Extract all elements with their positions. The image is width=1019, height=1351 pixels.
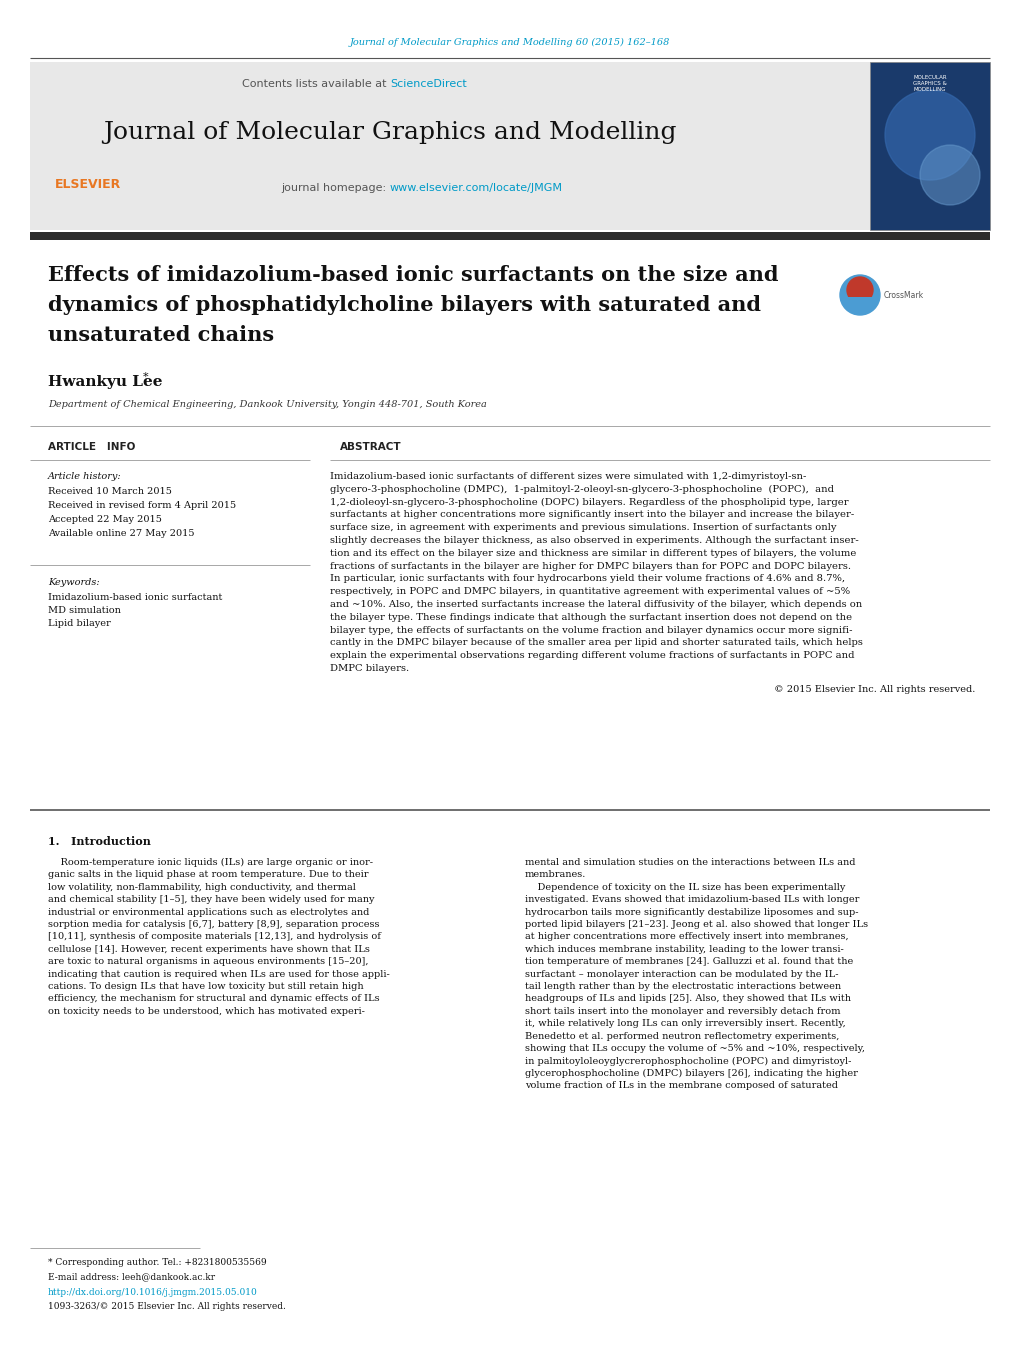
Text: short tails insert into the monolayer and reversibly detach from: short tails insert into the monolayer an… — [525, 1006, 840, 1016]
Text: * Corresponding author. Tel.: +8231800535569: * Corresponding author. Tel.: +823180053… — [48, 1258, 266, 1267]
Text: surfactant – monolayer interaction can be modulated by the IL-: surfactant – monolayer interaction can b… — [525, 970, 838, 978]
Text: DMPC bilayers.: DMPC bilayers. — [330, 663, 409, 673]
Text: Imidazolium-based ionic surfactant: Imidazolium-based ionic surfactant — [48, 593, 222, 603]
Text: mental and simulation studies on the interactions between ILs and: mental and simulation studies on the int… — [525, 858, 855, 867]
Bar — [30, 232, 989, 240]
Circle shape — [846, 277, 872, 303]
Text: CrossMark: CrossMark — [883, 290, 923, 300]
Text: sorption media for catalysis [6,7], battery [8,9], separation process: sorption media for catalysis [6,7], batt… — [48, 920, 379, 929]
Text: respectively, in POPC and DMPC bilayers, in quantitative agreement with experime: respectively, in POPC and DMPC bilayers,… — [330, 588, 849, 596]
Text: on toxicity needs to be understood, which has motivated experi-: on toxicity needs to be understood, whic… — [48, 1006, 365, 1016]
Text: Keywords:: Keywords: — [48, 578, 100, 586]
Text: the bilayer type. These findings indicate that although the surfactant insertion: the bilayer type. These findings indicat… — [330, 613, 851, 621]
Text: Effects of imidazolium-based ionic surfactants on the size and: Effects of imidazolium-based ionic surfa… — [48, 265, 777, 285]
Text: www.elsevier.com/locate/JMGM: www.elsevier.com/locate/JMGM — [389, 182, 562, 193]
Text: Dependence of toxicity on the IL size has been experimentally: Dependence of toxicity on the IL size ha… — [525, 882, 845, 892]
Text: Department of Chemical Engineering, Dankook University, Yongin 448-701, South Ko: Department of Chemical Engineering, Dank… — [48, 400, 486, 409]
Text: low volatility, non-flammability, high conductivity, and thermal: low volatility, non-flammability, high c… — [48, 882, 356, 892]
Text: are toxic to natural organisms in aqueous environments [15–20],: are toxic to natural organisms in aqueou… — [48, 958, 368, 966]
Text: glycero-3-phosphocholine (DMPC),  1-palmitoyl-2-oleoyl-sn-glycero-3-phosphocholi: glycero-3-phosphocholine (DMPC), 1-palmi… — [330, 485, 834, 494]
Text: ELSEVIER: ELSEVIER — [55, 178, 121, 192]
Text: membranes.: membranes. — [525, 870, 586, 880]
Text: hydrocarbon tails more significantly destabilize liposomes and sup-: hydrocarbon tails more significantly des… — [525, 908, 858, 916]
Text: cations. To design ILs that have low toxicity but still retain high: cations. To design ILs that have low tox… — [48, 982, 363, 992]
Text: tion temperature of membranes [24]. Galluzzi et al. found that the: tion temperature of membranes [24]. Gall… — [525, 958, 853, 966]
Text: Available online 27 May 2015: Available online 27 May 2015 — [48, 530, 195, 538]
Text: dynamics of phosphatidylcholine bilayers with saturated and: dynamics of phosphatidylcholine bilayers… — [48, 295, 760, 315]
Text: ARTICLE   INFO: ARTICLE INFO — [48, 442, 136, 453]
Text: http://dx.doi.org/10.1016/j.jmgm.2015.05.010: http://dx.doi.org/10.1016/j.jmgm.2015.05… — [48, 1288, 258, 1297]
Text: ported lipid bilayers [21–23]. Jeong et al. also showed that longer ILs: ported lipid bilayers [21–23]. Jeong et … — [525, 920, 867, 929]
Text: 1.   Introduction: 1. Introduction — [48, 836, 151, 847]
Text: Imidazolium-based ionic surfactants of different sizes were simulated with 1,2-d: Imidazolium-based ionic surfactants of d… — [330, 471, 806, 481]
Text: 1093-3263/© 2015 Elsevier Inc. All rights reserved.: 1093-3263/© 2015 Elsevier Inc. All right… — [48, 1302, 285, 1310]
Bar — [869, 62, 989, 230]
Text: [10,11], synthesis of composite materials [12,13], and hydrolysis of: [10,11], synthesis of composite material… — [48, 932, 380, 942]
Text: 1,2-dioleoyl-sn-glycero-3-phosphocholine (DOPC) bilayers. Regardless of the phos: 1,2-dioleoyl-sn-glycero-3-phosphocholine… — [330, 497, 848, 507]
Text: ABSTRACT: ABSTRACT — [339, 442, 401, 453]
Circle shape — [840, 276, 879, 315]
Text: headgroups of ILs and lipids [25]. Also, they showed that ILs with: headgroups of ILs and lipids [25]. Also,… — [525, 994, 850, 1004]
Text: Journal of Molecular Graphics and Modelling 60 (2015) 162–168: Journal of Molecular Graphics and Modell… — [350, 38, 669, 46]
Text: MD simulation: MD simulation — [48, 607, 121, 615]
Text: cantly in the DMPC bilayer because of the smaller area per lipid and shorter sat: cantly in the DMPC bilayer because of th… — [330, 639, 862, 647]
Text: industrial or environmental applications such as electrolytes and: industrial or environmental applications… — [48, 908, 369, 916]
Text: tion and its effect on the bilayer size and thickness are similar in different t: tion and its effect on the bilayer size … — [330, 549, 856, 558]
Text: it, while relatively long ILs can only irreversibly insert. Recently,: it, while relatively long ILs can only i… — [525, 1019, 845, 1028]
Text: showing that ILs occupy the volume of ~5% and ~10%, respectively,: showing that ILs occupy the volume of ~5… — [525, 1044, 864, 1052]
Text: Accepted 22 May 2015: Accepted 22 May 2015 — [48, 515, 162, 524]
Text: tail length rather than by the electrostatic interactions between: tail length rather than by the electrost… — [525, 982, 841, 992]
Text: Article history:: Article history: — [48, 471, 121, 481]
Text: glycerophosphocholine (DMPC) bilayers [26], indicating the higher: glycerophosphocholine (DMPC) bilayers [2… — [525, 1069, 857, 1078]
Text: Received in revised form 4 April 2015: Received in revised form 4 April 2015 — [48, 501, 235, 509]
Text: bilayer type, the effects of surfactants on the volume fraction and bilayer dyna: bilayer type, the effects of surfactants… — [330, 626, 852, 635]
Text: and chemical stability [1–5], they have been widely used for many: and chemical stability [1–5], they have … — [48, 896, 374, 904]
Text: MOLECULAR
GRAPHICS &
MODELLING: MOLECULAR GRAPHICS & MODELLING — [912, 76, 946, 92]
Text: indicating that caution is required when ILs are used for those appli-: indicating that caution is required when… — [48, 970, 389, 978]
Text: *: * — [143, 372, 149, 382]
Text: Benedetto et al. performed neutron reflectometry experiments,: Benedetto et al. performed neutron refle… — [525, 1032, 839, 1040]
Text: © 2015 Elsevier Inc. All rights reserved.: © 2015 Elsevier Inc. All rights reserved… — [772, 685, 974, 694]
Text: journal homepage:: journal homepage: — [281, 182, 389, 193]
Text: at higher concentrations more effectively insert into membranes,: at higher concentrations more effectivel… — [525, 932, 848, 942]
Text: volume fraction of ILs in the membrane composed of saturated: volume fraction of ILs in the membrane c… — [525, 1081, 838, 1090]
Text: fractions of surfactants in the bilayer are higher for DMPC bilayers than for PO: fractions of surfactants in the bilayer … — [330, 562, 850, 570]
Text: Contents lists available at: Contents lists available at — [242, 78, 389, 89]
Text: Received 10 March 2015: Received 10 March 2015 — [48, 486, 172, 496]
Bar — [30, 62, 989, 230]
Bar — [846, 297, 872, 311]
Text: which induces membrane instability, leading to the lower transi-: which induces membrane instability, lead… — [525, 944, 843, 954]
Text: efficiency, the mechanism for structural and dynamic effects of ILs: efficiency, the mechanism for structural… — [48, 994, 379, 1004]
Text: ganic salts in the liquid phase at room temperature. Due to their: ganic salts in the liquid phase at room … — [48, 870, 368, 880]
Circle shape — [919, 145, 979, 205]
Text: and ~10%. Also, the inserted surfactants increase the lateral diffusivity of the: and ~10%. Also, the inserted surfactants… — [330, 600, 861, 609]
Text: explain the experimental observations regarding different volume fractions of su: explain the experimental observations re… — [330, 651, 854, 661]
Text: Hwankyu Lee: Hwankyu Lee — [48, 376, 162, 389]
Text: investigated. Evans showed that imidazolium-based ILs with longer: investigated. Evans showed that imidazol… — [525, 896, 859, 904]
Text: unsaturated chains: unsaturated chains — [48, 326, 274, 345]
Text: slightly decreases the bilayer thickness, as also observed in experiments. Altho: slightly decreases the bilayer thickness… — [330, 536, 858, 544]
Text: In particular, ionic surfactants with four hydrocarbons yield their volume fract: In particular, ionic surfactants with fo… — [330, 574, 845, 584]
Text: Journal of Molecular Graphics and Modelling: Journal of Molecular Graphics and Modell… — [103, 122, 676, 145]
Text: Room-temperature ionic liquids (ILs) are large organic or inor-: Room-temperature ionic liquids (ILs) are… — [48, 858, 373, 867]
Text: ScienceDirect: ScienceDirect — [389, 78, 467, 89]
Text: Lipid bilayer: Lipid bilayer — [48, 619, 111, 628]
Text: surfactants at higher concentrations more significantly insert into the bilayer : surfactants at higher concentrations mor… — [330, 511, 854, 519]
Text: cellulose [14]. However, recent experiments have shown that ILs: cellulose [14]. However, recent experime… — [48, 944, 370, 954]
Circle shape — [884, 91, 974, 180]
Text: surface size, in agreement with experiments and previous simulations. Insertion : surface size, in agreement with experime… — [330, 523, 836, 532]
Text: in palmitoyloleoyglycrerophosphocholine (POPC) and dimyristoyl-: in palmitoyloleoyglycrerophosphocholine … — [525, 1056, 851, 1066]
Text: E-mail address: leeh@dankook.ac.kr: E-mail address: leeh@dankook.ac.kr — [48, 1273, 215, 1281]
